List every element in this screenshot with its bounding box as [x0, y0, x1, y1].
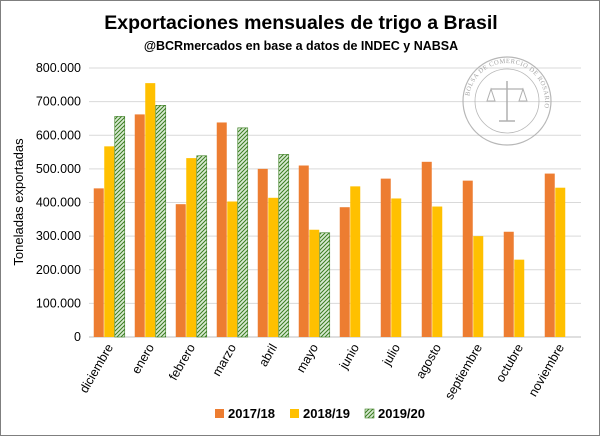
x-tick-label: julio — [379, 341, 403, 368]
legend-swatch — [364, 408, 375, 419]
y-tick-label: 200.000 — [36, 263, 81, 277]
bar-2018-19-agosto — [432, 206, 443, 337]
x-tick-label: octubre — [493, 341, 526, 384]
bar-2019-20-enero — [155, 105, 167, 338]
bar-2019-20-marzo — [237, 127, 249, 338]
x-tick-label: enero — [129, 341, 157, 376]
bar-2018-19-julio — [391, 198, 402, 337]
y-axis-label: Toneladas exportadas — [11, 138, 26, 266]
bar-2017-18-marzo — [216, 122, 227, 337]
legend-swatch — [215, 409, 224, 418]
y-tick-label: 400.000 — [36, 196, 81, 210]
gridlines — [89, 67, 581, 338]
y-tick-label: 800.000 — [36, 61, 81, 75]
y-tick-label: 700.000 — [36, 95, 81, 109]
bar-2018-19-marzo — [227, 201, 238, 337]
bar-2018-19-mayo — [309, 229, 320, 337]
x-tick-label: mayo — [294, 341, 321, 375]
x-axis-ticks: diciembre enero febrero marzo abril mayo junio… — [77, 341, 567, 402]
bolsa-comercio-rosario-seal-icon: BOLSA DE COMERCIO DE ROSARIO — [462, 56, 552, 146]
x-tick-label: noviembre — [526, 341, 567, 399]
bar-2017-18-diciembre — [93, 188, 104, 337]
legend: 2017/18 2018/19 2019/20 — [215, 406, 425, 421]
bar-2018-19-diciembre — [104, 146, 115, 337]
bar-2018-19-octubre — [514, 259, 525, 337]
chart-subtitle: @BCRmercados en base a datos de INDEC y … — [144, 39, 458, 53]
bar-2017-18-noviembre — [544, 173, 555, 337]
bar-2018-19-junio — [350, 186, 361, 337]
bar-2017-18-enero — [134, 114, 145, 337]
legend-entry: 2018/19 — [303, 406, 350, 421]
y-tick-label: 500.000 — [36, 162, 81, 176]
bar-2017-18-julio — [380, 178, 391, 337]
legend-entry: 2017/18 — [228, 406, 275, 421]
chart-title: Exportaciones mensuales de trigo a Brasi… — [104, 12, 497, 34]
bar-2018-19-septiembre — [473, 236, 484, 337]
y-tick-label: 600.000 — [36, 128, 81, 142]
bar-2019-20-mayo — [319, 232, 331, 338]
bar-2018-19-abril — [268, 197, 279, 337]
y-axis-ticks: 0 100.000 200.000 300.000 400.000 500.000 600.… — [36, 61, 81, 344]
legend-swatch — [290, 409, 299, 418]
x-tick-label: agosto — [413, 341, 444, 381]
legend-entry: 2019/20 — [378, 406, 425, 421]
bar-2019-20-abril — [278, 154, 290, 338]
bars — [93, 83, 566, 338]
bar-2018-19-noviembre — [555, 187, 566, 337]
x-tick-label: febrero — [166, 341, 198, 382]
bar-2017-18-agosto — [421, 161, 432, 337]
x-tick-label: diciembre — [77, 341, 116, 395]
y-tick-label: 0 — [74, 330, 81, 344]
bar-2019-20-febrero — [196, 155, 208, 338]
bar-2018-19-enero — [145, 83, 156, 337]
bar-2019-20-diciembre — [114, 116, 126, 338]
bar-2017-18-febrero — [175, 204, 186, 337]
y-tick-label: 100.000 — [36, 296, 81, 310]
x-tick-label: marzo — [210, 341, 240, 378]
bar-2017-18-mayo — [298, 165, 309, 337]
bar-2017-18-junio — [339, 207, 350, 337]
bar-2017-18-abril — [257, 168, 268, 337]
bar-2017-18-octubre — [503, 231, 514, 337]
bar-2018-19-febrero — [186, 158, 197, 337]
bar-2017-18-septiembre — [462, 180, 473, 337]
x-tick-label: abril — [256, 342, 280, 369]
x-tick-label: junio — [336, 341, 362, 372]
y-tick-label: 300.000 — [36, 229, 81, 243]
x-tick-label: septiembre — [442, 341, 485, 402]
